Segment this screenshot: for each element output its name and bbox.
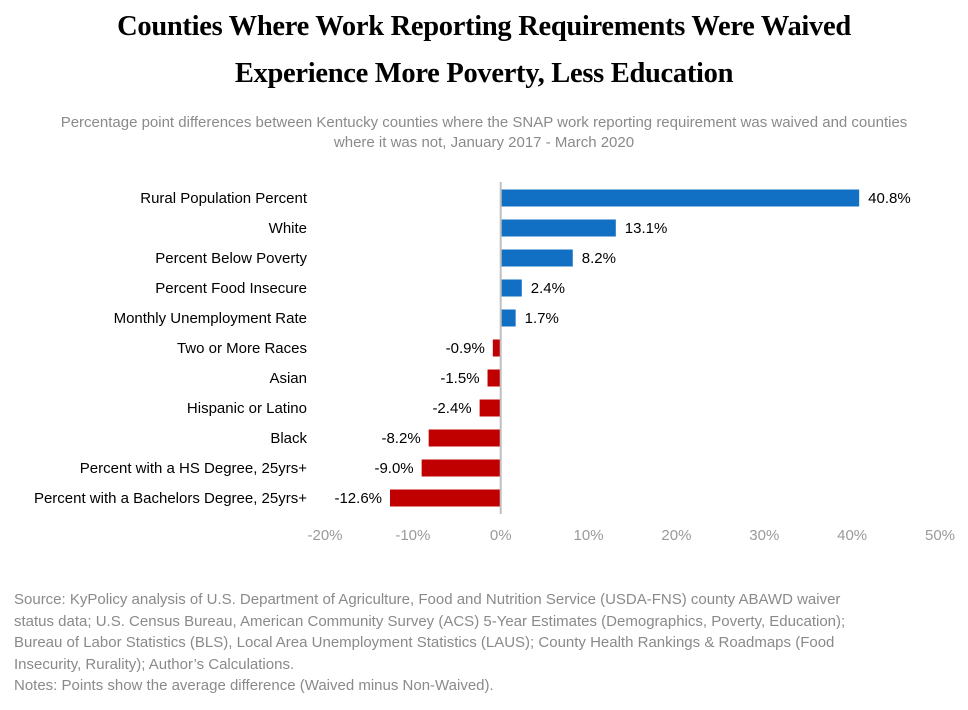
chart-subtitle-line-1: Percentage point differences between Ken… [60,114,908,131]
x-tick-label-3: 10% [574,527,604,544]
chart-subtitle-line-2: where it was not, January 2017 - March 2… [333,134,635,151]
category-label-6: Asian [269,370,307,387]
source-notes: Source: KyPolicy analysis of U.S. Depart… [14,589,954,697]
x-tick-label-5: 30% [749,527,779,544]
category-label-0: Rural Population Percent [140,190,308,207]
category-label-10: Percent with a Bachelors Degree, 25yrs+ [34,490,307,507]
data-label-8: -8.2% [381,430,420,447]
bar-9 [421,459,501,477]
x-tick-label-4: 20% [661,527,691,544]
source-line-3: Bureau of Labor Statistics (BLS), Local … [14,634,835,651]
data-label-4: 1.7% [525,310,559,327]
bar-3 [500,279,522,297]
chart-title-line-1: Counties Where Work Reporting Requiremen… [117,11,851,42]
data-label-10: -12.6% [334,490,382,507]
category-label-3: Percent Food Insecure [155,280,307,297]
data-label-2: 8.2% [582,250,616,267]
bar-6 [487,369,501,387]
bar-7 [479,399,501,417]
data-label-9: -9.0% [374,460,413,477]
x-tick-label-7: 50% [925,527,955,544]
source-line-4: Insecurity, Rurality); Author’s Calculat… [14,655,295,673]
bar-1 [500,219,616,237]
x-tick-label-2: 0% [490,527,512,544]
category-label-2: Percent Below Poverty [155,250,307,267]
data-label-5: -0.9% [446,340,485,357]
bar-0 [500,189,860,207]
category-label-1: White [269,220,307,237]
category-label-9: Percent with a HS Degree, 25yrs+ [80,460,307,477]
x-tick-label-1: -10% [395,527,430,544]
source-line-2: status data; U.S. Census Bureau, America… [14,612,846,630]
bar-2 [500,249,573,267]
category-label-5: Two or More Races [177,340,307,357]
source-line-1: Source: KyPolicy analysis of U.S. Depart… [14,591,841,608]
data-label-1: 13.1% [625,220,668,237]
data-label-3: 2.4% [531,280,565,297]
x-tick-label-0: -20% [307,527,342,544]
category-label-8: Black [270,430,307,447]
bar-10 [390,489,501,507]
category-label-4: Monthly Unemployment Rate [114,310,307,327]
data-label-0: 40.8% [868,190,911,207]
x-tick-label-6: 40% [837,527,867,544]
data-label-6: -1.5% [440,370,479,387]
category-label-7: Hispanic or Latino [187,400,307,417]
chart-title-line-2: Experience More Poverty, Less Education [234,58,734,89]
bar-5 [492,339,501,357]
bar-8 [428,429,501,447]
notes-line: Notes: Points show the average differenc… [14,677,494,694]
data-label-7: -2.4% [432,400,471,417]
bar-4 [500,309,516,327]
